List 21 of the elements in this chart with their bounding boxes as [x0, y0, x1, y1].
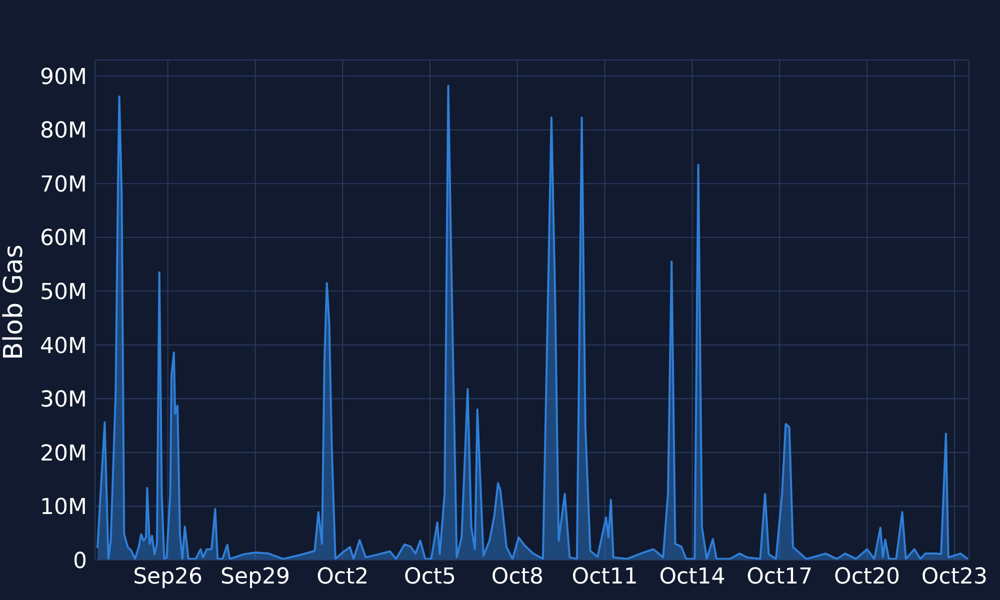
y-tick-label: 0 — [73, 548, 87, 574]
x-tick-label: Oct5 — [404, 564, 456, 590]
x-tick-label: Oct8 — [491, 564, 544, 590]
x-tick-label: Oct11 — [572, 564, 638, 590]
y-tick-label: 40M — [40, 334, 87, 359]
x-tick-label: Oct14 — [659, 564, 726, 590]
x-tick-label: Sep29 — [220, 564, 290, 590]
y-tick-label: 60M — [40, 226, 87, 252]
y-axis-title: Blob Gas — [0, 244, 30, 360]
x-tick-label: Oct2 — [316, 564, 369, 590]
y-tick-label: 70M — [40, 172, 87, 198]
x-tick-label: Sep26 — [133, 564, 203, 590]
y-tick-label: 20M — [40, 441, 87, 466]
y-tick-label: 10M — [40, 495, 87, 520]
x-tick-label: Oct20 — [834, 564, 900, 590]
y-tick-label: 30M — [40, 388, 87, 413]
y-tick-label: 90M — [40, 64, 87, 90]
y-tick-label: 80M — [40, 118, 87, 144]
y-tick-label: 50M — [40, 280, 87, 305]
x-tick-label: Oct17 — [746, 564, 813, 590]
x-tick-label: Oct23 — [921, 564, 988, 590]
